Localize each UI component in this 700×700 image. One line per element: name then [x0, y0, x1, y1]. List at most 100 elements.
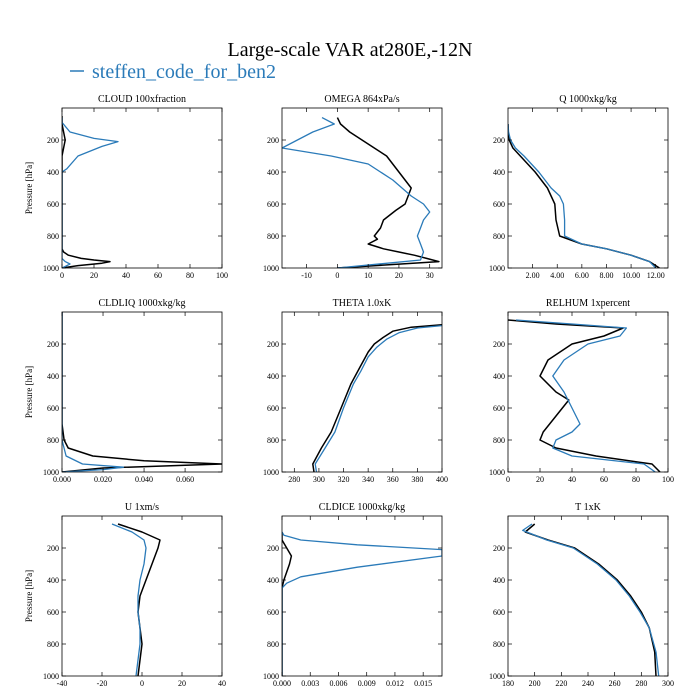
series-line-2 [111, 523, 147, 676]
x-tick-label: 30 [426, 271, 434, 280]
panel-title: THETA 1.0xK [333, 298, 392, 309]
x-tick-label: 360 [387, 475, 399, 484]
y-tick-label: 1000 [263, 264, 279, 273]
x-tick-label: -10 [301, 271, 312, 280]
y-tick-label: 800 [493, 640, 505, 649]
x-tick-label: 400 [436, 475, 448, 484]
plot-frame [281, 107, 443, 269]
y-tick-label: 600 [267, 608, 279, 617]
y-tick-label: 200 [47, 136, 59, 145]
y-tick-label: 400 [493, 168, 505, 177]
y-tick-label: 800 [267, 640, 279, 649]
series-line-1 [62, 312, 222, 472]
chart-panel-2: OMEGA 864xPa/s -10 0 10 20 30 200 400 600 800 1000 [263, 94, 443, 280]
y-tick-label: 400 [267, 168, 279, 177]
x-tick-label: 40 [568, 475, 576, 484]
y-tick-label: 600 [493, 200, 505, 209]
x-tick-label: 10 [364, 271, 372, 280]
x-tick-label: 0 [335, 271, 339, 280]
x-tick-label: 12.00 [647, 271, 665, 280]
chart-panel-9: T 1xK 180 200 220 240 260 280 300 200 400 600 800 10… [489, 502, 674, 688]
x-tick-label: 240 [582, 679, 594, 688]
y-axis-label: Pressure [hPa] [24, 570, 34, 622]
plot-frame [61, 515, 223, 677]
y-axis-label: Pressure [hPa] [24, 162, 34, 214]
x-tick-label: 0.015 [414, 679, 432, 688]
y-tick-label: 1000 [43, 672, 59, 681]
series-line-1 [117, 523, 161, 676]
legend-label: steffen_code_for_ben2 [92, 61, 276, 83]
y-tick-label: 400 [47, 372, 59, 381]
y-tick-label: 400 [267, 576, 279, 585]
x-tick-label: 0.060 [176, 475, 194, 484]
x-tick-label: 300 [662, 679, 674, 688]
y-tick-label: 600 [47, 404, 59, 413]
x-tick-label: 6.00 [575, 271, 589, 280]
x-tick-label: 4.00 [550, 271, 564, 280]
x-tick-label: 40 [218, 679, 226, 688]
x-tick-label: 0.000 [53, 475, 71, 484]
plot-frame [507, 311, 669, 473]
x-tick-label: 20 [536, 475, 544, 484]
panel-title: RELHUM 1xpercent [546, 298, 630, 309]
series-line-1 [62, 116, 111, 268]
y-tick-label: 600 [267, 404, 279, 413]
y-tick-label: 1000 [489, 468, 505, 477]
y-tick-label: 1000 [489, 672, 505, 681]
x-tick-label: 0.040 [135, 475, 153, 484]
panel-title: CLDICE 1000xkg/kg [319, 502, 405, 513]
y-tick-label: 200 [47, 340, 59, 349]
y-tick-label: 1000 [263, 672, 279, 681]
panel-title: T 1xK [575, 502, 601, 513]
x-tick-label: 40 [122, 271, 130, 280]
x-tick-label: 0.003 [301, 679, 319, 688]
x-tick-label: 2.00 [526, 271, 540, 280]
series-line-1 [282, 532, 293, 676]
y-tick-label: 800 [47, 640, 59, 649]
series-line-2 [314, 324, 442, 472]
x-tick-label: 340 [362, 475, 374, 484]
series-line-1 [312, 324, 442, 472]
y-tick-label: 200 [493, 340, 505, 349]
y-axis-label: Pressure [hPa] [24, 366, 34, 418]
chart-panel-5: THETA 1.0xK 280 300 320 340 360 380 400 200 400 60… [263, 298, 448, 484]
x-tick-label: 0 [506, 475, 510, 484]
x-tick-label: 80 [186, 271, 194, 280]
plot-frame [507, 107, 669, 269]
y-tick-label: 1000 [43, 468, 59, 477]
series-line-1 [336, 117, 440, 268]
y-tick-label: 600 [493, 404, 505, 413]
chart-panel-7: U 1xm/s Pressure [hPa] -40 -20 0 20 40 200 400 60… [24, 502, 226, 688]
y-tick-label: 400 [267, 372, 279, 381]
x-tick-label: 280 [288, 475, 300, 484]
x-tick-label: 8.00 [599, 271, 613, 280]
x-tick-label: 60 [154, 271, 162, 280]
panel-title: OMEGA 864xPa/s [324, 94, 399, 105]
figure-title: Large-scale VAR at280E,-12N [228, 39, 473, 61]
y-tick-label: 600 [47, 608, 59, 617]
x-tick-label: 0.000 [273, 679, 291, 688]
plot-frame [61, 107, 223, 269]
series-line-2 [282, 117, 431, 268]
x-tick-label: -40 [57, 679, 68, 688]
panel-title: Q 1000xkg/kg [559, 94, 617, 105]
y-tick-label: 800 [493, 232, 505, 241]
x-tick-label: 200 [529, 679, 541, 688]
plot-frame [281, 311, 443, 473]
y-tick-label: 200 [493, 544, 505, 553]
x-tick-label: 10.00 [622, 271, 640, 280]
x-tick-label: 0.006 [329, 679, 347, 688]
y-tick-label: 200 [493, 136, 505, 145]
series-line-2 [282, 531, 442, 676]
x-tick-label: 280 [635, 679, 647, 688]
series-line-1 [508, 319, 661, 472]
x-tick-label: 0.009 [358, 679, 376, 688]
series-line-2 [515, 319, 656, 472]
y-tick-label: 400 [493, 372, 505, 381]
x-tick-label: -20 [97, 679, 108, 688]
y-tick-label: 200 [267, 340, 279, 349]
x-tick-label: 380 [411, 475, 423, 484]
chart-panel-3: Q 1000xkg/kg 2.00 4.00 6.00 8.00 10.00 12.00 20… [489, 94, 669, 280]
y-tick-label: 800 [267, 232, 279, 241]
y-tick-label: 400 [47, 168, 59, 177]
